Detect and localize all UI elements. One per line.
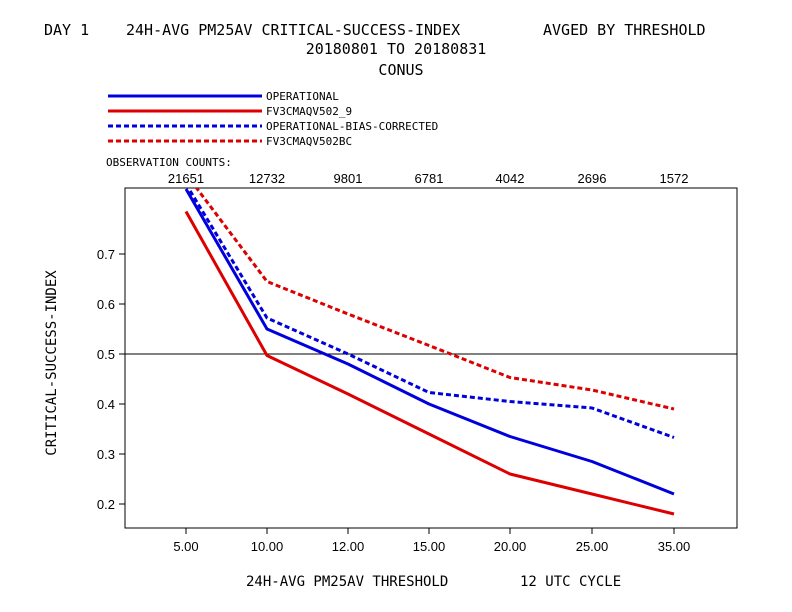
plot-frame xyxy=(124,187,738,529)
obs-count: 12732 xyxy=(249,171,285,186)
title-averaging: AVGED BY THRESHOLD xyxy=(543,21,706,39)
x-tick-label: 35.00 xyxy=(658,539,691,554)
y-axis: 0.2 0.3 0.4 0.5 0.6 0.7 xyxy=(97,247,125,512)
obs-count: 1572 xyxy=(660,171,689,186)
x-axis-label: 24H-AVG PM25AV THRESHOLD xyxy=(246,574,448,590)
title-day: DAY 1 xyxy=(44,21,89,39)
chart-title: 24H-AVG PM25AV CRITICAL-SUCCESS-INDEX xyxy=(126,21,460,39)
y-tick-label: 0.4 xyxy=(97,397,115,412)
legend-label: FV3CMAQV502BC xyxy=(266,135,352,148)
obs-count: 6781 xyxy=(415,171,444,186)
series-group xyxy=(184,188,675,516)
y-tick-label: 0.3 xyxy=(97,447,115,462)
series-line-3 xyxy=(194,188,675,411)
chart-date-range: 20180801 TO 20180831 xyxy=(306,40,487,58)
chart-region: CONUS xyxy=(378,61,423,79)
obs-counts-label: OBSERVATION COUNTS: xyxy=(106,156,232,169)
series-line-0 xyxy=(184,188,675,496)
legend-label: FV3CMAQV502_9 xyxy=(266,105,352,118)
series-line-2 xyxy=(186,188,675,439)
x-axis: 5.00 10.00 12.00 15.00 20.00 25.00 35.00 xyxy=(173,528,690,554)
y-tick-label: 0.7 xyxy=(97,247,115,262)
x-tick-label: 15.00 xyxy=(413,539,446,554)
legend: OPERATIONAL FV3CMAQV502_9 OPERATIONAL-BIAS… xyxy=(108,90,438,148)
x-axis-cycle-label: 12 UTC CYCLE xyxy=(520,574,621,590)
x-tick-label: 20.00 xyxy=(494,539,527,554)
obs-count: 21651 xyxy=(168,171,204,186)
legend-label: OPERATIONAL-BIAS-CORRECTED xyxy=(266,120,438,133)
obs-count: 9801 xyxy=(334,171,363,186)
x-tick-label: 25.00 xyxy=(576,539,609,554)
series-line-1 xyxy=(184,210,675,516)
legend-label: OPERATIONAL xyxy=(266,90,339,103)
obs-count: 2696 xyxy=(578,171,607,186)
x-tick-label: 12.00 xyxy=(332,539,365,554)
x-tick-label: 10.00 xyxy=(251,539,284,554)
x-tick-label: 5.00 xyxy=(173,539,198,554)
y-axis-label: CRITICAL-SUCCESS-INDEX xyxy=(44,270,60,456)
y-tick-label: 0.2 xyxy=(97,497,115,512)
obs-count: 4042 xyxy=(496,171,525,186)
y-tick-label: 0.5 xyxy=(97,347,115,362)
obs-counts: 21651 12732 9801 6781 4042 2696 1572 xyxy=(168,171,689,186)
y-tick-label: 0.6 xyxy=(97,297,115,312)
